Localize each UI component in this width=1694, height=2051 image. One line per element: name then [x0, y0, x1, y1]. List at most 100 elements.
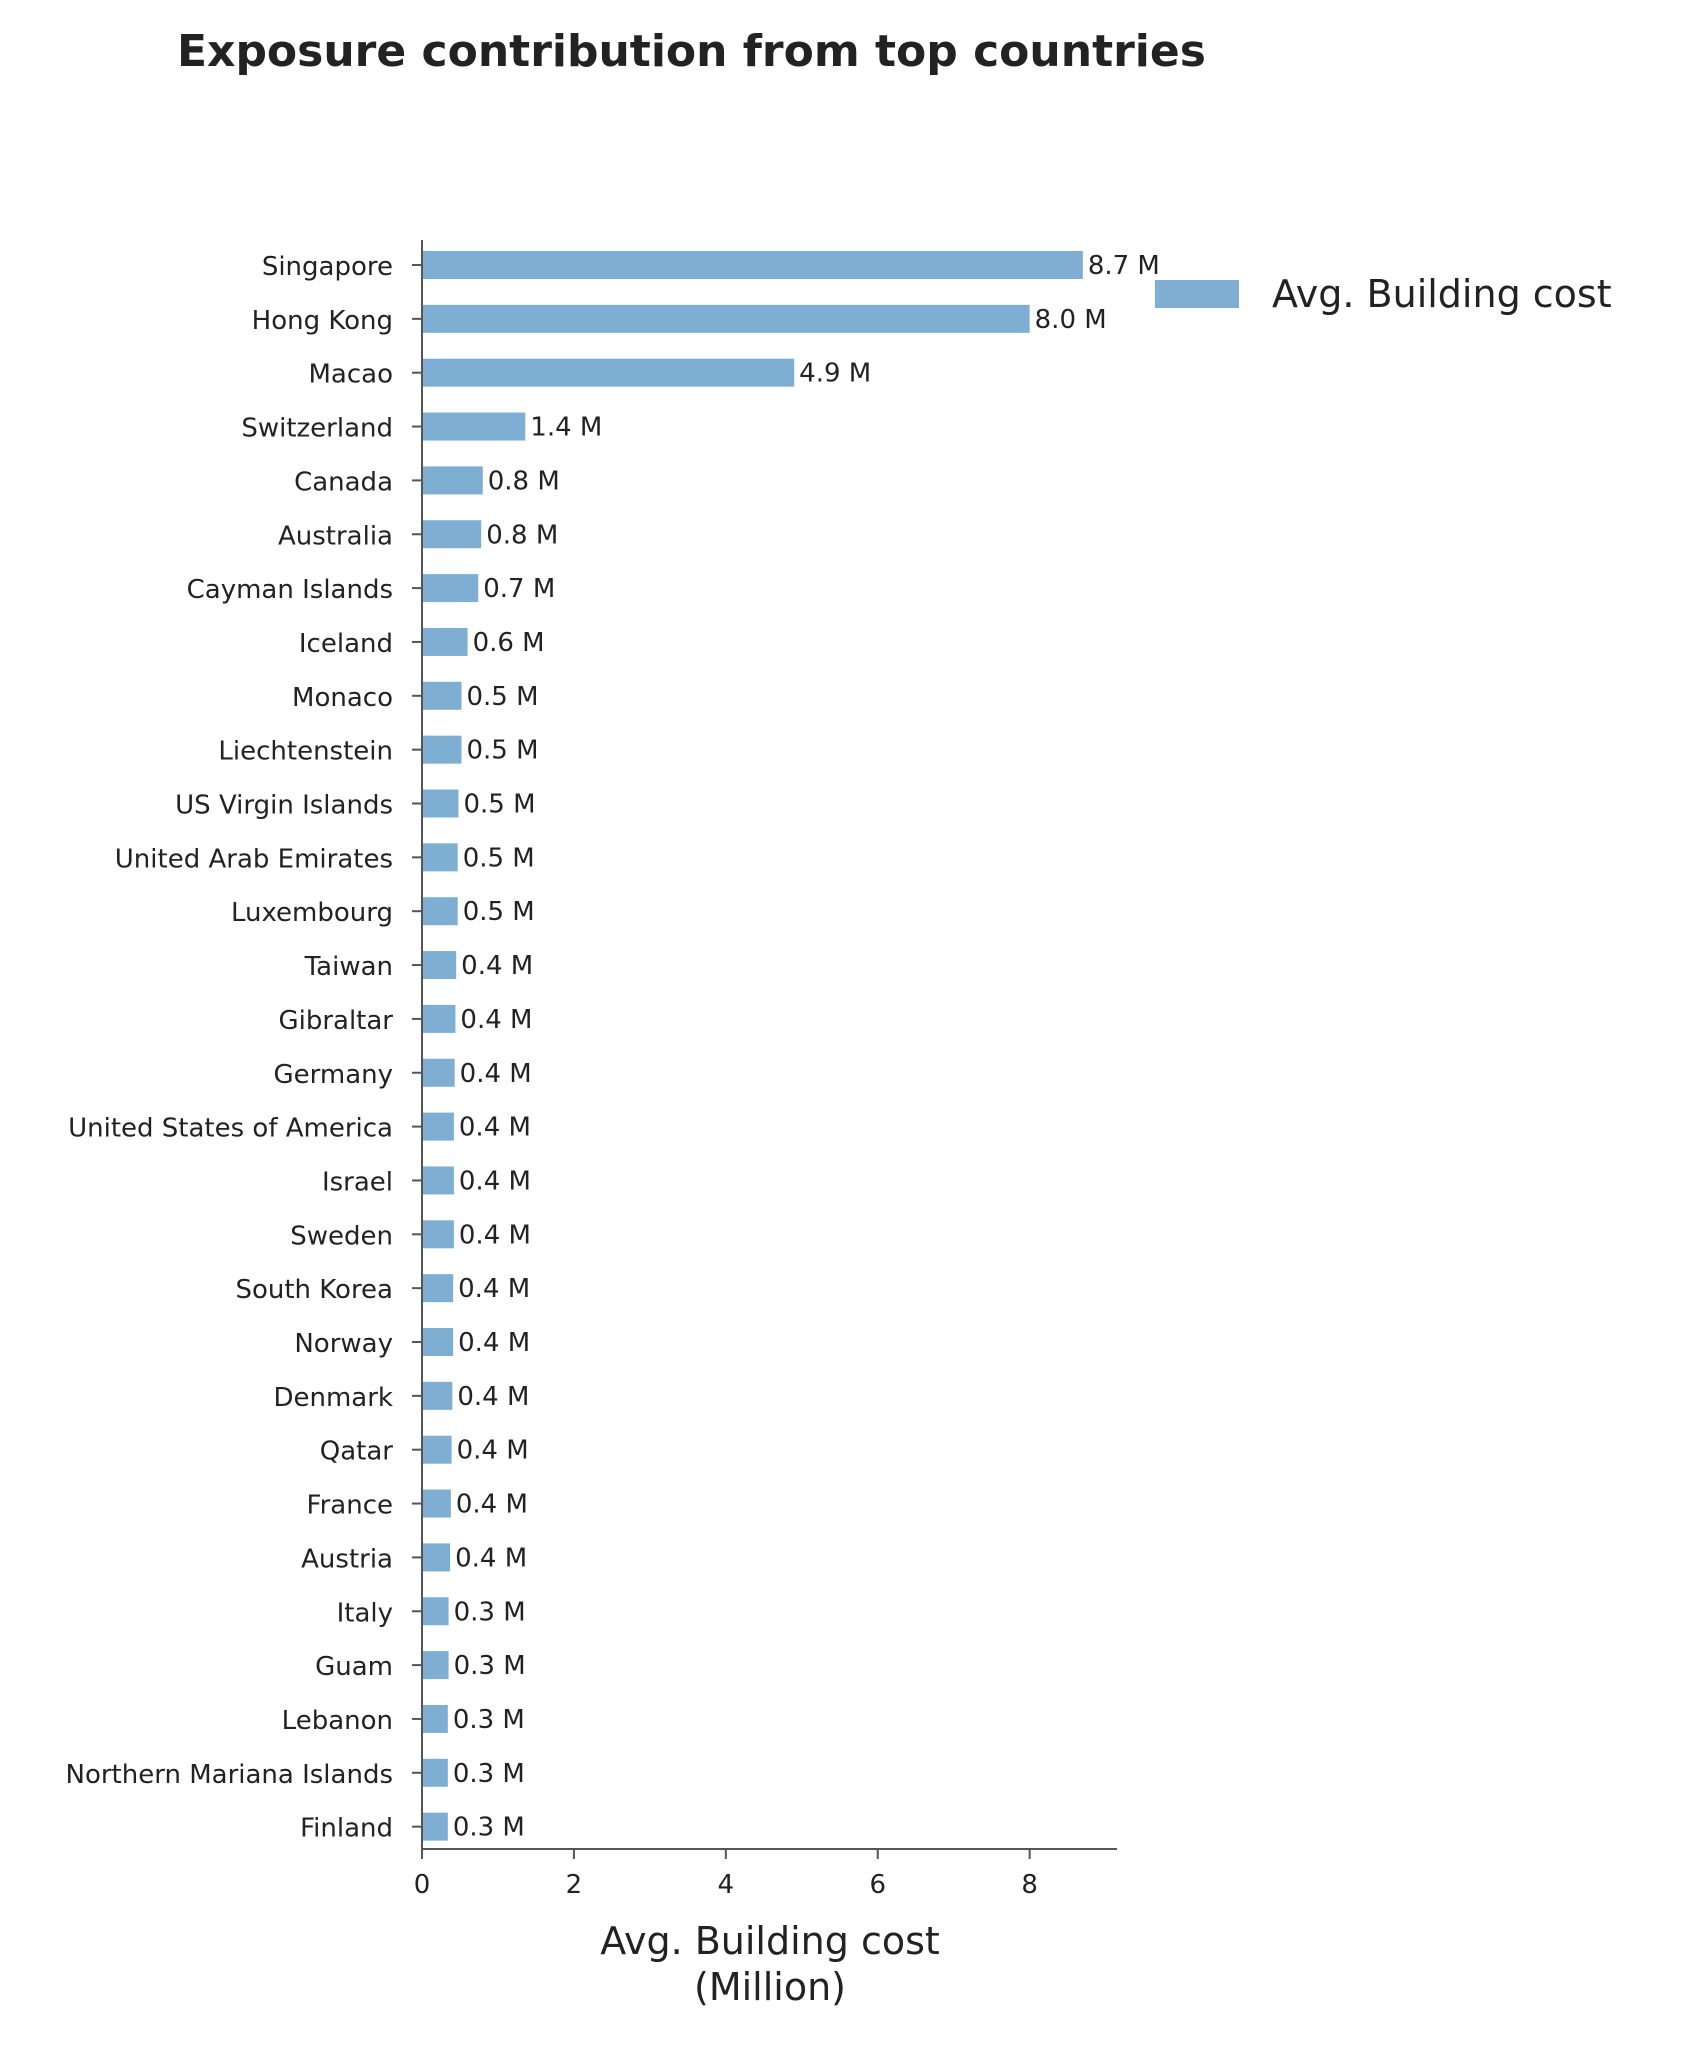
y-tick-label: Sweden	[290, 1221, 393, 1251]
bar-value-label: 0.4 M	[457, 1436, 529, 1466]
bar	[422, 1704, 448, 1733]
x-tick-label: 6	[869, 1870, 886, 1900]
bar	[422, 412, 526, 441]
bar	[422, 574, 479, 603]
bar-value-label: 4.9 M	[799, 359, 871, 389]
bar	[422, 1058, 455, 1087]
bar-value-label: 0.8 M	[486, 520, 558, 550]
bar-value-label: 0.4 M	[456, 1490, 528, 1520]
bar-value-label: 0.8 M	[488, 466, 560, 496]
y-tick-label: Gibraltar	[278, 1006, 393, 1036]
legend: Avg. Building cost	[1155, 272, 1612, 316]
bar-value-label: 0.3 M	[453, 1705, 525, 1735]
y-tick-label: Luxembourg	[231, 898, 393, 928]
bar	[422, 1543, 451, 1572]
bar	[422, 1489, 451, 1518]
bar-value-label: 0.4 M	[460, 1059, 532, 1089]
bar	[422, 304, 1030, 333]
bar	[422, 789, 459, 818]
bar-value-label: 0.4 M	[461, 951, 533, 981]
bar	[422, 1758, 448, 1787]
bar	[422, 735, 462, 764]
bar-value-label: 8.7 M	[1088, 251, 1160, 281]
y-tick-label: Taiwan	[304, 952, 393, 982]
legend-label: Avg. Building cost	[1272, 272, 1612, 316]
bar	[422, 1220, 454, 1249]
bar-value-label: 0.4 M	[460, 1005, 532, 1035]
y-tick-label: Monaco	[292, 683, 393, 713]
x-tick-label: 4	[718, 1870, 735, 1900]
bar-value-label: 0.4 M	[459, 1113, 531, 1143]
bar-value-label: 0.3 M	[453, 1813, 525, 1843]
bar	[422, 1597, 449, 1626]
bar-value-label: 0.5 M	[463, 790, 535, 820]
chart-title: Exposure contribution from top countries	[177, 26, 1206, 77]
y-tick-label: Hong Kong	[252, 306, 393, 336]
x-axis-title-unit: (Million)	[694, 1965, 846, 2009]
bar-value-label: 0.4 M	[459, 1220, 531, 1250]
y-tick-label: Iceland	[299, 629, 393, 659]
bar-value-label: 0.4 M	[457, 1382, 529, 1412]
bar-value-label: 0.4 M	[455, 1543, 527, 1573]
x-axis-ticks: 0 2 4 6 8	[414, 1849, 1038, 1900]
bar	[422, 1381, 453, 1410]
bar-value-label: 0.4 M	[458, 1274, 530, 1304]
bar-value-label: 0.3 M	[454, 1597, 526, 1627]
bar	[422, 251, 1083, 279]
bar-value-label: 0.3 M	[454, 1651, 526, 1681]
y-tick-label: United States of America	[68, 1114, 393, 1144]
bar-value-label: 0.5 M	[466, 736, 538, 766]
y-tick-label: Liechtenstein	[218, 737, 393, 767]
bar	[422, 1112, 454, 1141]
bar-value-label: 0.4 M	[459, 1166, 531, 1196]
bar	[422, 627, 468, 656]
bar-value-label: 0.3 M	[453, 1759, 525, 1789]
y-tick-label: Northern Mariana Islands	[66, 1760, 393, 1790]
y-tick-label: Germany	[273, 1060, 393, 1090]
bar-value-label: 0.5 M	[463, 843, 535, 873]
y-tick-label: Canada	[294, 467, 393, 497]
y-tick-label: Denmark	[273, 1383, 393, 1413]
y-tick-label: Norway	[294, 1329, 393, 1359]
bar	[422, 681, 462, 710]
y-tick-label: US Virgin Islands	[175, 791, 393, 821]
bar	[422, 1812, 448, 1841]
bar-value-label: 8.0 M	[1035, 305, 1107, 335]
y-tick-label: Israel	[322, 1167, 393, 1197]
x-tick-label: 8	[1021, 1870, 1038, 1900]
y-tick-label: South Korea	[235, 1275, 393, 1305]
bar-value-label: 0.4 M	[458, 1328, 530, 1358]
bar-value-label: 0.5 M	[463, 897, 535, 927]
bar	[422, 951, 457, 980]
x-axis-title: Avg. Building cost	[600, 1919, 940, 1963]
y-axis-ticks: Singapore Hong Kong Macao Switzerland Canada…	[66, 252, 422, 1844]
bar	[422, 1651, 449, 1680]
bar	[422, 897, 458, 926]
bar	[422, 466, 483, 495]
bar	[422, 1004, 456, 1033]
y-tick-label: Switzerland	[241, 414, 393, 444]
y-tick-label: Macao	[309, 360, 394, 390]
y-tick-label: Guam	[315, 1652, 393, 1682]
bars-group: 8.7 M 8.0 M 4.9 M 1.4 M 0.8 M 0.8 M 0.7 M 0.6 M…	[422, 251, 1160, 1843]
bar-value-label: 0.6 M	[473, 628, 545, 658]
legend-swatch	[1155, 280, 1239, 308]
y-tick-label: Cayman Islands	[187, 575, 393, 605]
y-tick-label: United Arab Emirates	[115, 844, 393, 874]
bar-value-label: 1.4 M	[530, 413, 602, 443]
x-tick-label: 2	[566, 1870, 583, 1900]
bar-value-label: 0.7 M	[483, 574, 555, 604]
x-tick-label: 0	[414, 1870, 431, 1900]
bar	[422, 1328, 454, 1356]
y-tick-label: Italy	[337, 1598, 393, 1628]
bar	[422, 1274, 454, 1303]
y-tick-label: Qatar	[320, 1437, 394, 1467]
bar	[422, 520, 482, 549]
y-tick-label: Lebanon	[282, 1706, 393, 1736]
bar-value-label: 0.5 M	[466, 682, 538, 712]
y-tick-label: Australia	[278, 521, 393, 551]
bar	[422, 1166, 454, 1195]
y-tick-label: Austria	[301, 1544, 393, 1574]
bar	[422, 1435, 452, 1464]
